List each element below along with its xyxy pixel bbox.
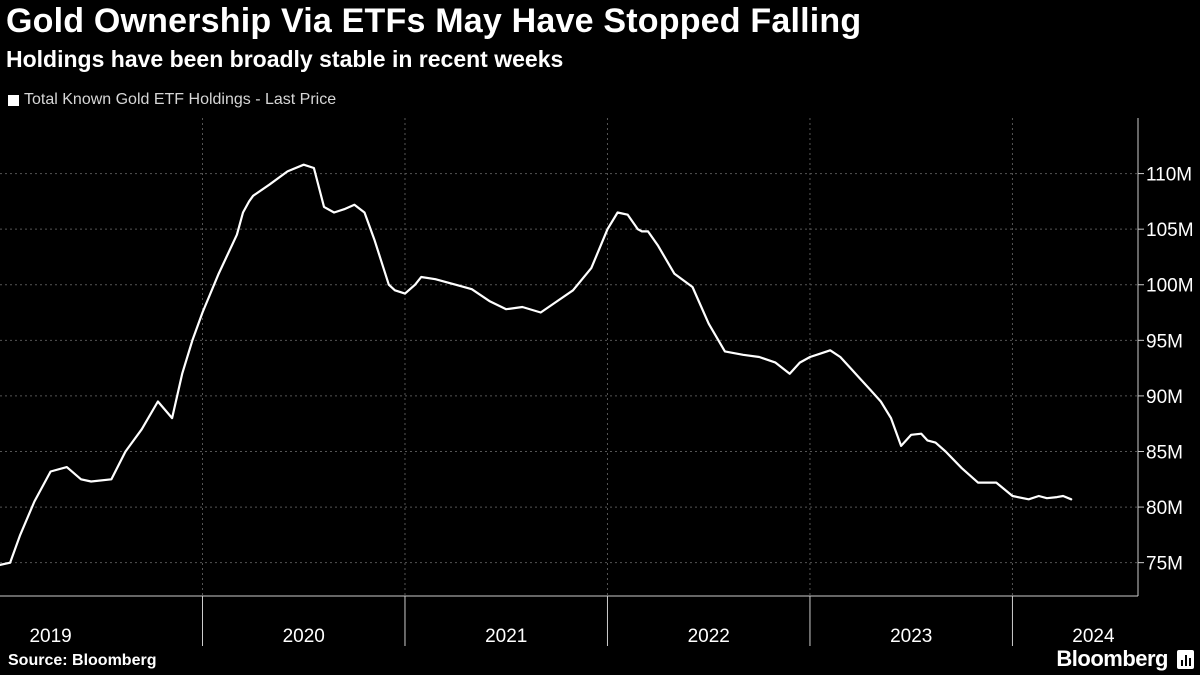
source-note: Source: Bloomberg bbox=[8, 652, 157, 669]
y-tick-label: 80M bbox=[1146, 498, 1183, 519]
x-tick-label: 2022 bbox=[688, 626, 730, 647]
y-tick-label: 105M bbox=[1146, 220, 1194, 241]
legend: Total Known Gold ETF Holdings - Last Pri… bbox=[8, 91, 336, 109]
series-line bbox=[0, 163, 1073, 566]
bloomberg-chart-icon bbox=[1177, 650, 1194, 669]
y-tick-label: 100M bbox=[1146, 276, 1194, 297]
legend-swatch bbox=[8, 94, 19, 106]
y-tick-label: 85M bbox=[1146, 442, 1183, 463]
y-tick-label: 110M bbox=[1146, 165, 1192, 186]
x-tick-label: 2021 bbox=[485, 626, 527, 647]
legend-label: Total Known Gold ETF Holdings - Last Pri… bbox=[24, 91, 337, 108]
x-tick-label: 2020 bbox=[283, 626, 325, 647]
y-tick-label: 90M bbox=[1146, 387, 1183, 408]
x-tick-label: 2019 bbox=[29, 626, 71, 647]
x-tick-label: 2023 bbox=[890, 626, 932, 647]
y-tick-label: 75M bbox=[1146, 554, 1183, 575]
y-tick-label: 95M bbox=[1146, 331, 1183, 352]
x-tick-label: 2024 bbox=[1072, 626, 1115, 647]
chart-subtitle: Holdings have been broadly stable in rec… bbox=[6, 46, 564, 72]
chart-title: Gold Ownership Via ETFs May Have Stopped… bbox=[6, 2, 862, 40]
brand-wordmark: Bloomberg bbox=[1056, 646, 1168, 671]
